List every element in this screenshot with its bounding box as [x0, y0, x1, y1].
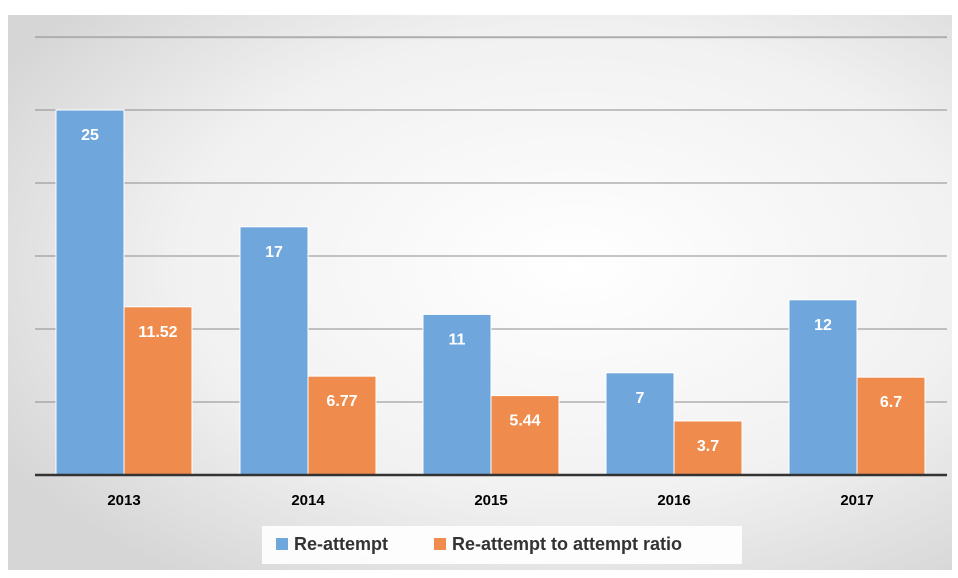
bar-re-attempt-2014 — [239, 226, 309, 476]
data-label-ratio-2016: 3.7 — [697, 438, 719, 455]
data-label-re-attempt-2016: 7 — [636, 390, 645, 407]
x-tick-label-2015: 2015 — [474, 492, 507, 509]
data-label-re-attempt-2014: 17 — [265, 244, 283, 261]
legend: Re-attempt Re-attempt to attempt ratio — [262, 526, 742, 564]
x-tick-label-2016: 2016 — [657, 492, 690, 509]
bar-re-attempt-2016 — [605, 372, 675, 476]
x-tick-label-2017: 2017 — [840, 492, 873, 509]
data-label-ratio-2017: 6.7 — [880, 394, 902, 411]
data-label-ratio-2015: 5.44 — [509, 413, 540, 430]
bar-re-attempt-2013 — [55, 109, 125, 476]
x-tick-label-2013: 2013 — [107, 492, 140, 509]
chart-background — [8, 15, 952, 570]
legend-label-re-attempt: Re-attempt — [294, 534, 388, 554]
bars — [55, 109, 926, 476]
bar-re-attempt-2017 — [788, 299, 858, 476]
data-labels: 25 17 11 7 12 11.52 6.77 5.44 3.7 6.7 — [81, 127, 902, 455]
data-label-re-attempt-2017: 12 — [814, 317, 832, 334]
data-label-re-attempt-2013: 25 — [81, 127, 99, 144]
legend-box — [262, 526, 742, 564]
bar-ratio-2015 — [490, 395, 560, 476]
bar-re-attempt-2015 — [422, 313, 492, 476]
bar-ratio-2014 — [307, 375, 377, 476]
bar-ratio-2013 — [123, 306, 193, 476]
legend-swatch-ratio — [434, 538, 446, 550]
x-tick-label-2014: 2014 — [291, 492, 325, 509]
data-label-ratio-2014: 6.77 — [326, 393, 357, 410]
legend-swatch-re-attempt — [276, 538, 288, 550]
data-label-ratio-2013: 11.52 — [138, 324, 177, 341]
x-axis: 2013 2014 2015 2016 2017 — [35, 473, 947, 509]
bar-ratio-2017 — [856, 376, 926, 476]
data-label-re-attempt-2015: 11 — [449, 331, 466, 348]
legend-label-ratio: Re-attempt to attempt ratio — [452, 534, 682, 554]
